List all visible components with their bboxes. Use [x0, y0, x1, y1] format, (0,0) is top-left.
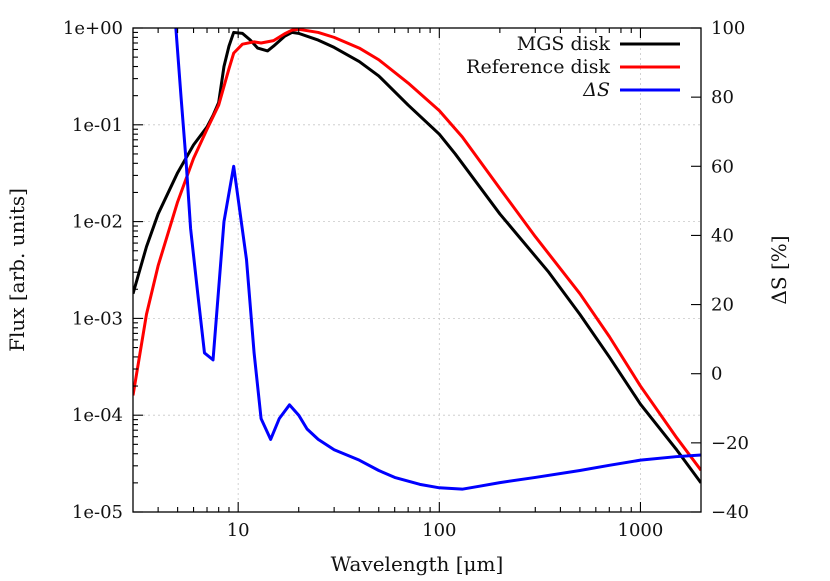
y2-tick-label: 80	[711, 87, 734, 108]
y-tick-label: 1e-01	[72, 115, 123, 136]
x-axis-label: Wavelength [μm]	[331, 552, 504, 576]
y2-tick-label: 20	[711, 295, 734, 316]
y-tick-label: 1e+00	[63, 18, 123, 39]
y-tick-label: 1e-03	[72, 308, 123, 329]
y-tick-label: 1e-05	[72, 502, 123, 523]
plot-frame	[132, 27, 702, 513]
y2-axis-label: ΔS [%]	[767, 235, 791, 304]
series-line-2	[174, 28, 701, 491]
y2-tick-label: 60	[711, 156, 734, 177]
legend-label-0: MGS disk	[517, 33, 611, 55]
legend-label-2: ΔS	[582, 79, 610, 101]
series-line-1	[133, 28, 701, 472]
legend-label-1: Reference disk	[466, 56, 610, 78]
series-lines	[133, 28, 701, 491]
y2-tick-label: 100	[711, 18, 745, 39]
y2-tick-label: −20	[711, 433, 749, 454]
y-tick-label: 1e-04	[72, 405, 123, 426]
tick-labels: 10 100 10001e-051e-041e-031e-021e-011e+00−…	[63, 18, 749, 541]
x-tick-label: 100	[422, 520, 456, 541]
y-tick-label: 1e-02	[72, 212, 123, 233]
axis-ticks	[133, 27, 701, 513]
y2-tick-label: 0	[711, 364, 722, 385]
y-axis-label: Flux [arb. units]	[5, 188, 29, 352]
y2-tick-label: −40	[711, 502, 749, 523]
x-tick-label: 1000	[618, 520, 664, 541]
y2-tick-label: 40	[711, 225, 734, 246]
x-tick-label: 10	[227, 520, 250, 541]
